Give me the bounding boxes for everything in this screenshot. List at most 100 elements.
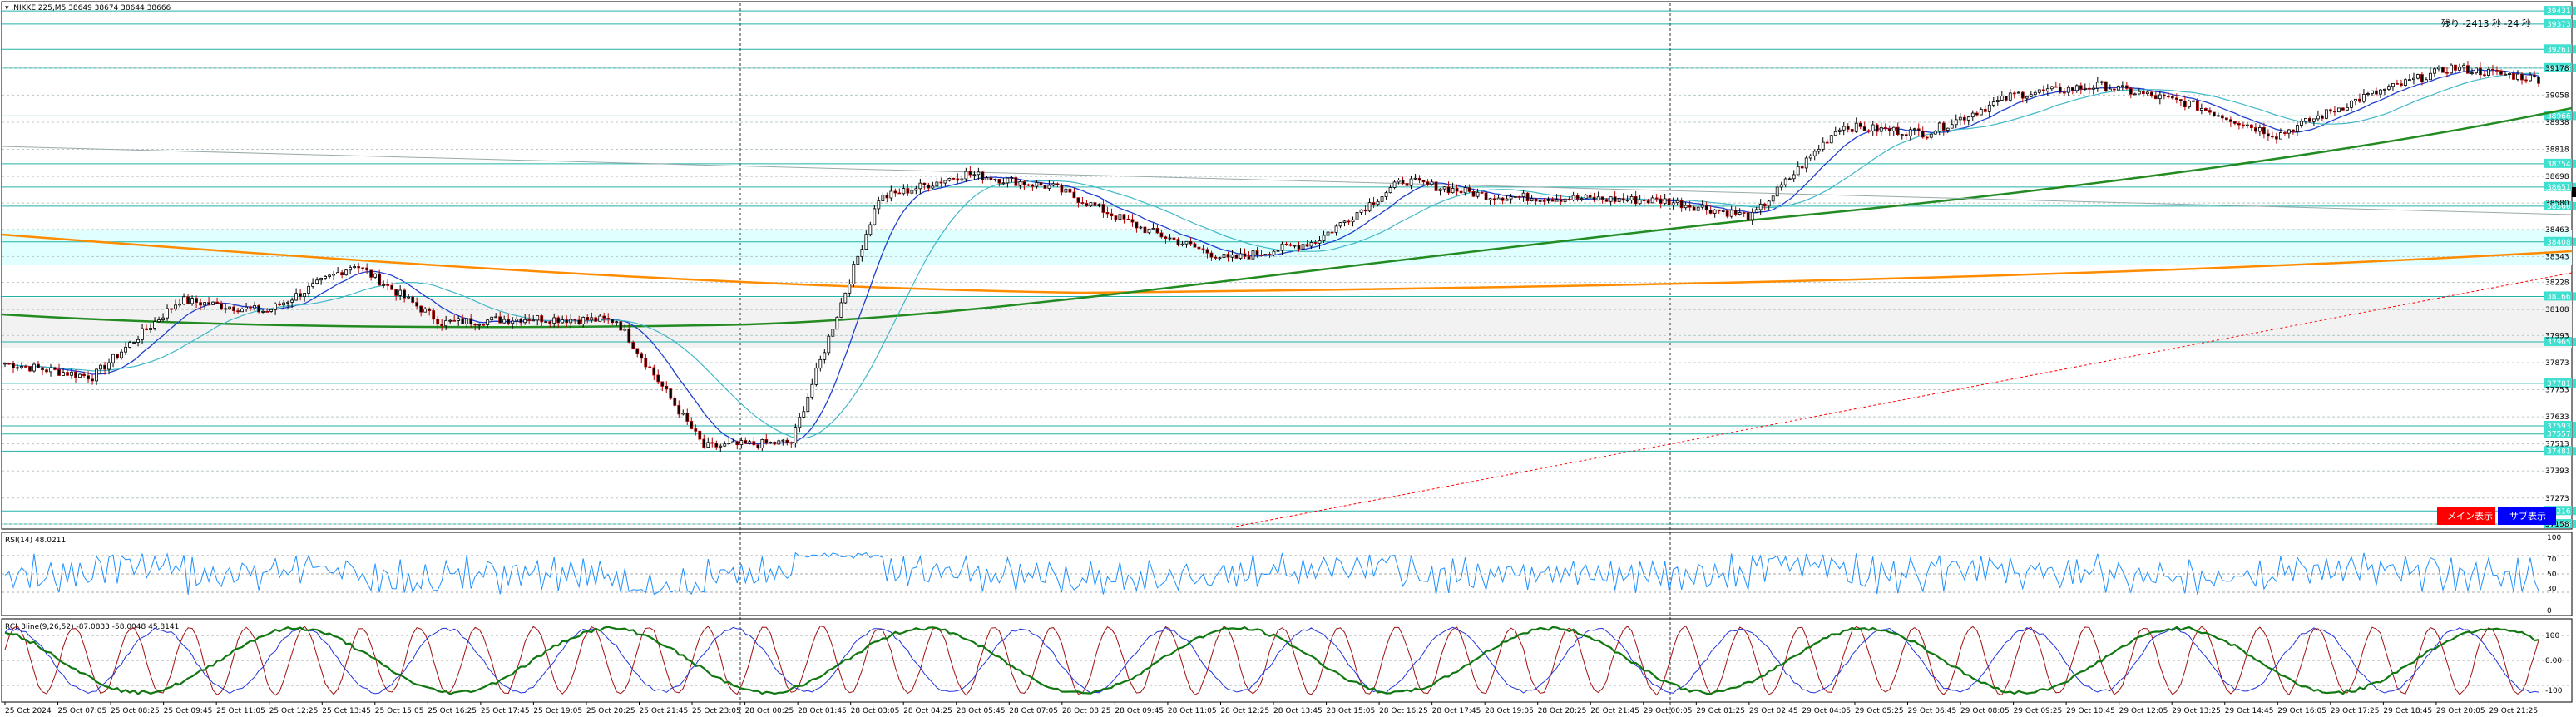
level-tag [2573, 159, 2576, 168]
candle-body [1222, 254, 1226, 259]
candle-body [1858, 122, 1862, 127]
candle-body [511, 320, 515, 324]
candle-body [669, 388, 673, 399]
candle-body [1122, 214, 1126, 220]
time-label: 28 Oct 11:05 [1168, 707, 1217, 715]
candle-body [57, 368, 61, 376]
time-label: 28 Oct 19:05 [1485, 707, 1534, 715]
candle-body [818, 358, 823, 369]
candle-body [2020, 91, 2025, 99]
candle-body [1912, 128, 1916, 131]
candle-body [1725, 210, 1729, 217]
candle-body [336, 272, 340, 274]
candle-body [2287, 129, 2291, 134]
candle-body [132, 342, 136, 344]
rsi-tick: 50 [2547, 571, 2557, 579]
level-tag [2573, 421, 2576, 430]
candle-body [1538, 200, 1542, 202]
candle-body [2300, 121, 2303, 126]
level-tag [2573, 201, 2576, 210]
level-tag [2573, 520, 2576, 528]
candle-body [839, 302, 843, 318]
price-candles [3, 60, 2540, 452]
candle-body [87, 375, 90, 380]
candle-body [2183, 101, 2187, 108]
candle-body [1875, 124, 1879, 132]
candle-body [2203, 108, 2208, 111]
candle-body [1413, 177, 1417, 180]
candle-body [274, 303, 278, 310]
time-label: 29 Oct 00:05 [1644, 707, 1693, 715]
time-label: 29 Oct 09:25 [2014, 707, 2063, 715]
candle-body [1284, 243, 1288, 245]
candle-body [540, 315, 544, 323]
candle-body [2012, 92, 2016, 95]
candle-body [1426, 181, 1430, 185]
candle-body [1492, 198, 1496, 200]
current-price-marker [2572, 187, 2576, 197]
candle-body [1089, 202, 1093, 207]
candle-body [1471, 190, 1476, 197]
candle-body [1916, 128, 1921, 131]
candle-body [1118, 214, 1122, 220]
candle-body [1159, 232, 1164, 238]
candle-body [2025, 96, 2029, 99]
sub-view-button[interactable]: サブ表示 [2498, 507, 2556, 525]
candle-body [1180, 243, 1184, 245]
candle-body [2232, 121, 2237, 124]
candle-body [960, 178, 964, 181]
candle-body [2379, 89, 2382, 95]
time-label: 28 Oct 08:25 [1062, 707, 1111, 715]
candle-body [1929, 133, 1933, 138]
candle-body [2016, 91, 2020, 94]
candle-body [91, 378, 94, 382]
candle-body [1318, 240, 1322, 244]
candle-body [1384, 192, 1388, 197]
candle-body [735, 441, 739, 446]
candle-body [1783, 178, 1787, 185]
candle-body [240, 309, 244, 313]
candle-body [2145, 91, 2149, 95]
candle-body [573, 319, 577, 321]
time-label: 29 Oct 14:45 [2225, 707, 2274, 715]
candle-body [2208, 110, 2212, 113]
candle-body [494, 316, 498, 319]
candle-body [1434, 181, 1438, 191]
candle-body [1746, 212, 1750, 220]
candle-body [1542, 200, 1546, 202]
level-tag-text: 39178 [2547, 65, 2571, 73]
current-price-text: 38566 [2544, 189, 2568, 197]
candle-body [2170, 96, 2174, 99]
candle-body [1184, 240, 1189, 245]
candle-body [32, 363, 36, 372]
candle-body [893, 190, 897, 194]
candle-body [2212, 111, 2216, 116]
candle-body [332, 274, 336, 276]
sub-view-label: サブ表示 [2509, 510, 2546, 522]
candle-body [124, 346, 127, 353]
candle-body [685, 413, 690, 422]
candle-body [2387, 86, 2391, 90]
candle-body [1763, 203, 1767, 207]
candle-body [2475, 67, 2478, 74]
candle-body [794, 427, 798, 443]
candle-body [1692, 206, 1696, 211]
candle-body [723, 443, 727, 447]
candle-body [1322, 235, 1326, 241]
main-view-button[interactable]: メイン表示 [2437, 507, 2495, 525]
candle-body [810, 383, 814, 398]
candle-body [2149, 91, 2153, 96]
candle-body [1970, 112, 1975, 118]
candle-body [927, 184, 931, 189]
candle-body [440, 324, 444, 327]
candle-body [116, 354, 119, 358]
time-label: 25 Oct 19:05 [533, 707, 582, 715]
candle-body [2516, 73, 2519, 80]
candle-body [303, 293, 307, 298]
time-label: 28 Oct 04:25 [903, 707, 952, 715]
level-tag [2573, 429, 2576, 438]
candle-body [315, 279, 319, 284]
candle-body [70, 371, 73, 376]
candle-body [1226, 254, 1230, 258]
